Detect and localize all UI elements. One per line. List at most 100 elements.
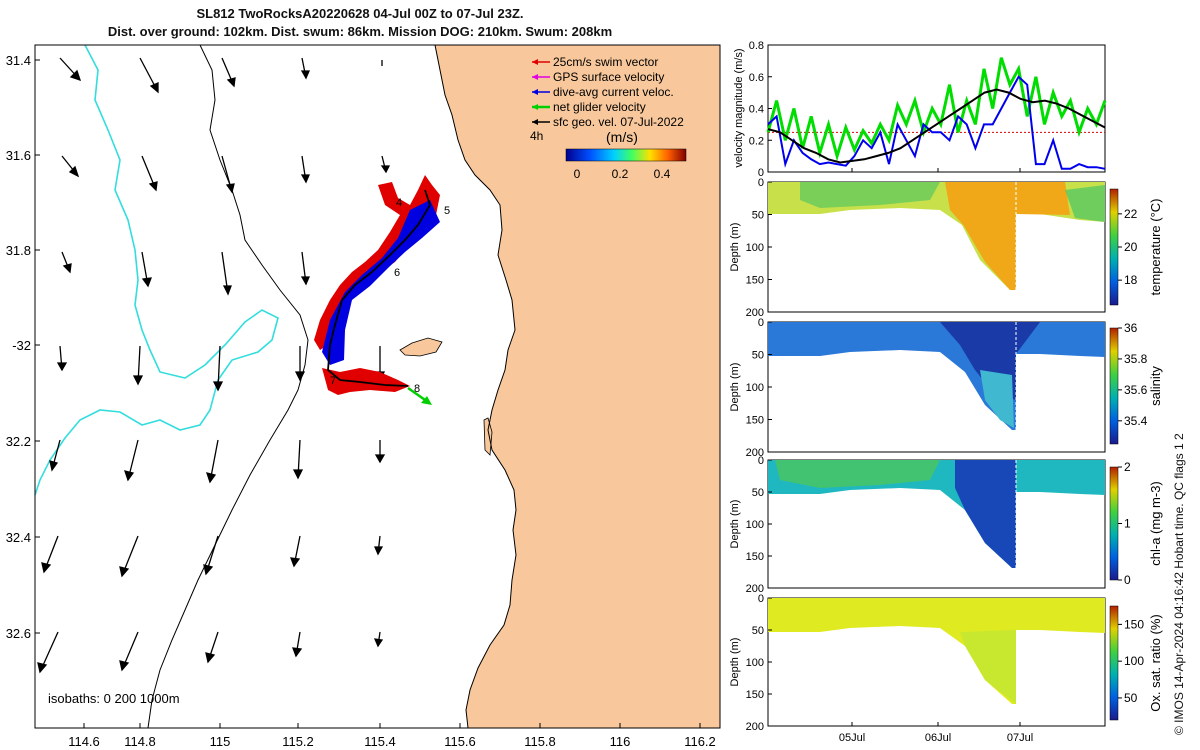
dive-avg-current-vectors (322, 200, 440, 365)
depth-tick-label: 200 (746, 721, 764, 733)
map-isobath-1000m (34, 44, 279, 496)
depth-tick-label: 50 (752, 350, 764, 362)
velocity-series (766, 57, 1107, 170)
velocity-y-ticks: 0 0.2 0.4 0.6 0.8 (749, 40, 772, 179)
net-velocity-arrowhead (421, 396, 432, 405)
map-xtick-label: 115.6 (444, 734, 476, 749)
map-ytick-label: 31.6 (6, 148, 31, 163)
swim-vectors-south (322, 368, 410, 395)
colorbar-tick-0: 0 (574, 167, 581, 181)
map-land (435, 45, 720, 728)
colorbar-tick-label: 35.6 (1124, 383, 1148, 397)
legend-sfc-geo-velocity: sfc geo. vel. 07-Jul-2022 (553, 115, 684, 129)
chla-colorbar (1109, 466, 1119, 581)
map-frame (34, 44, 721, 729)
map-panel: 4 5 6 7 8 114.6 114.8 115 115.2 115.4 115.6 11… (6, 44, 721, 749)
depth-tick-label: 0 (758, 177, 764, 189)
velocity-ytick-label: 0.2 (749, 135, 764, 147)
colorbar-tick-2: 0.4 (654, 167, 671, 181)
qc-side-note: © IMOS 14-Apr-2024 04:16:42 Hobart time.… (1172, 433, 1186, 735)
depth-tick-label: 150 (746, 689, 764, 701)
map-geo-velocity-arrows (37, 57, 391, 674)
map-xtick-label: 115.2 (282, 734, 314, 749)
depth-tick-label: 100 (746, 242, 764, 254)
map-ytick-label: 31.8 (6, 243, 31, 258)
map-xtick-label: 114.6 (68, 734, 100, 749)
depth-tick-label: 100 (746, 657, 764, 669)
velocity-ytick-label: 0.8 (749, 40, 764, 52)
temperature-panel (767, 181, 1106, 313)
colorbar-tick-label: 18 (1124, 273, 1138, 287)
salinity-cyan-patch (980, 370, 1014, 428)
colorbar-tick-label: 150 (1124, 617, 1144, 631)
temperature-green-surface (800, 182, 940, 208)
time-marker: 4h (530, 129, 543, 143)
colorbar-label: temperature (°C) (1148, 199, 1163, 296)
velocity-ytick-label: 0 (758, 167, 764, 179)
velocity-ylabel: velocity magnitude (m/s) (733, 48, 745, 167)
map-ytick-label: 32.2 (6, 434, 31, 449)
colorbar-label: chl-a (mg m-3) (1148, 481, 1163, 566)
legend-swim-vector: 25cm/s swim vector (553, 55, 658, 69)
depth-axis-label: Depth (m) (729, 223, 741, 272)
velocity-series-line (767, 75, 1106, 170)
colorbar-label: salinity (1148, 366, 1163, 406)
map-y-ticks: 31.4 31.6 31.8 -32 32.2 32.4 32.6 (6, 53, 40, 641)
depth-tick-label: 150 (746, 275, 764, 287)
time-tick-label: 05Jul (839, 732, 865, 744)
colorbar-tick-1: 0.2 (612, 167, 629, 181)
map-xtick-label: 116 (610, 734, 631, 749)
map-coastline (434, 44, 517, 729)
salinity-low-core (940, 322, 1040, 400)
colorbar-tick-label: 35.4 (1124, 414, 1148, 428)
chla-green-surface (775, 460, 940, 488)
colorbar-tick-label: 0 (1124, 573, 1131, 587)
depth-tick-label: 150 (746, 551, 764, 563)
day-marker-8: 8 (414, 383, 420, 395)
velocity-ytick-label: 0.4 (749, 104, 764, 116)
map-legend: 25cm/s swim vector GPS surface velocity … (530, 55, 687, 181)
oxygen-lower-section (960, 630, 1016, 704)
map-isobath-200m (147, 44, 309, 729)
map-ytick-label: 32.4 (6, 530, 31, 545)
figure-title-line1: SL812 TwoRocksA20220628 04-Jul 00Z to 07… (196, 6, 524, 21)
salinity-panel (767, 321, 1106, 453)
map-xtick-label: 115 (210, 734, 231, 749)
day-marker-6: 6 (394, 267, 400, 279)
depth-tick-label: 50 (752, 210, 764, 222)
time-tick-label: 07Jul (1007, 732, 1033, 744)
depth-tick-label: 150 (746, 415, 764, 427)
depth-tick-label: 0 (758, 593, 764, 605)
legend-dive-avg-current: dive-avg current veloc. (553, 85, 674, 99)
colorbar-tick-label: 36 (1124, 321, 1138, 335)
section-depth-ticks: 0 50 100 150 200 Depth (m) 0 50 100 150 200 Depth (… (729, 177, 772, 733)
figure-title-line2: Dist. over ground: 102km. Dist. swum: 86… (107, 24, 613, 39)
velocity-series-line (766, 57, 1107, 162)
colorbar-tick-label: 20 (1124, 240, 1138, 254)
section-panels: 0 50 100 150 200 Depth (m) 0 50 100 150 200 Depth (… (729, 177, 1106, 733)
velocity-panel: 0 0.2 0.4 0.6 0.8 velocity magnitude (m/s) (733, 40, 1107, 179)
chla-field (768, 460, 1105, 568)
day-marker-5: 5 (444, 205, 450, 217)
colorbar-unit: (m/s) (606, 129, 638, 145)
salinity-field (768, 322, 1105, 430)
velocity-series-line (767, 88, 1106, 164)
depth-tick-label: 200 (746, 583, 764, 595)
colorbar-tick-label: 22 (1124, 207, 1138, 221)
depth-tick-label: 50 (752, 625, 764, 637)
depth-tick-label: 0 (758, 317, 764, 329)
isobaths-label: isobaths: 0 200 1000m (48, 691, 180, 706)
depth-tick-label: 0 (758, 455, 764, 467)
depth-tick-label: 100 (746, 519, 764, 531)
map-xtick-label: 114.8 (124, 734, 156, 749)
map-xtick-label: 115.4 (364, 734, 396, 749)
glider-path (327, 189, 431, 387)
legend-net-glider-velocity: net glider velocity (553, 100, 646, 114)
depth-tick-label: 200 (746, 307, 764, 319)
day-marker-7: 7 (330, 375, 336, 387)
colorbar-tick-label: 1 (1124, 517, 1131, 531)
time-ticks: 05Jul 06Jul 07Jul (839, 168, 1033, 744)
